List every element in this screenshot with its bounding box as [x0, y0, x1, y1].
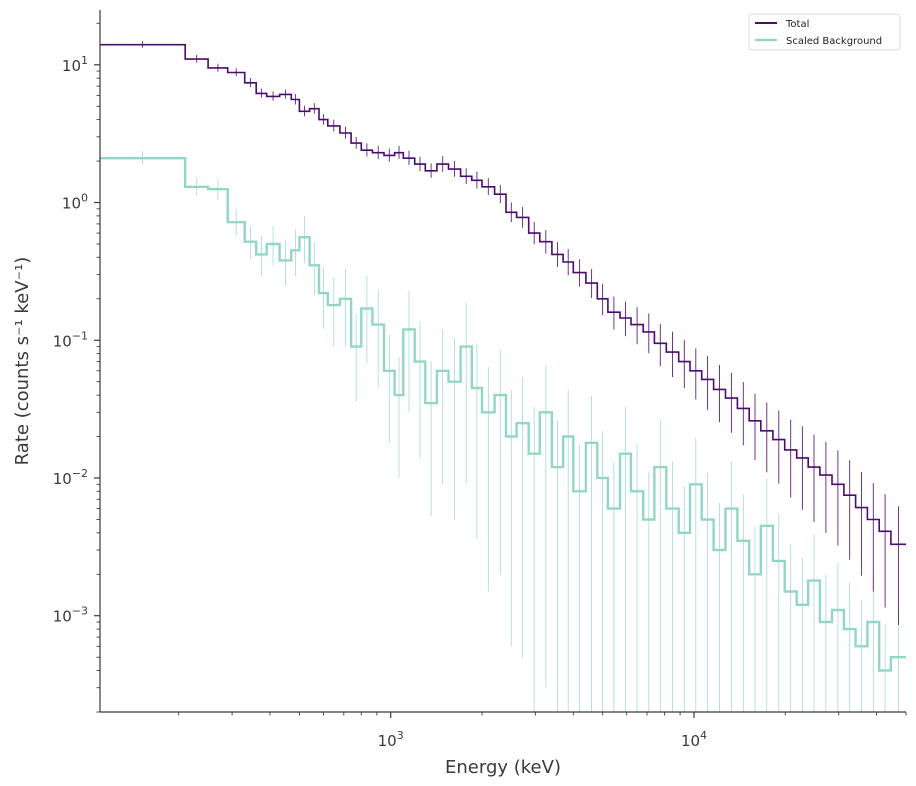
legend-label-background: Scaled Background: [786, 36, 882, 47]
axes: [99, 10, 906, 713]
x-axis-title: Energy (keV): [445, 757, 561, 778]
y-tick-label: 10−3: [53, 605, 88, 626]
y-axis-title: Rate (counts s⁻¹ keV⁻¹): [12, 257, 33, 466]
legend-label-total: Total: [785, 19, 809, 30]
y-tick-label: 101: [62, 54, 88, 75]
series-lines: [100, 43, 906, 672]
y-tick-label: 100: [62, 192, 88, 213]
series-step-total: [100, 43, 906, 546]
x-ticks: 103 104: [178, 712, 907, 750]
legend-box: [748, 13, 901, 51]
y-tick-label: 10−2: [53, 467, 88, 488]
y-tick-label: 10−1: [53, 329, 88, 350]
x-tick-label: 103: [378, 729, 404, 750]
error-bars: [142, 41, 899, 712]
x-tick-label: 104: [681, 729, 707, 750]
y-ticks: 101 100 10−1 10−2 10−3: [53, 22, 100, 713]
series-step-background: [100, 157, 906, 672]
legend: Total Scaled Background: [748, 13, 901, 51]
